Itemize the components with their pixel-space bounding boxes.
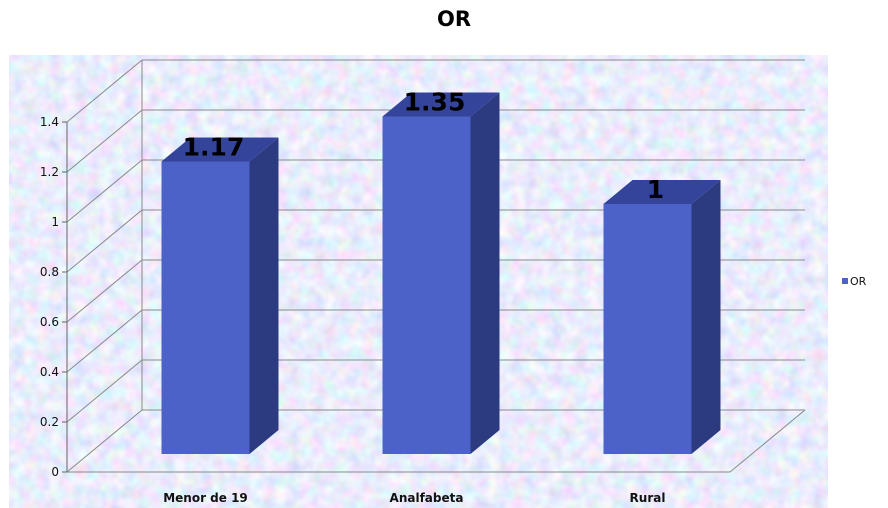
floor-right-edge [729,409,806,473]
data-label: 1.17 [183,133,245,162]
bar-front [382,116,471,454]
bar-front [603,204,692,454]
gridline-diagonal [66,159,143,223]
bar-side [691,180,721,454]
bar-top [161,137,279,162]
category-label: Analfabeta [390,491,464,505]
gridline-diagonal [66,59,143,123]
category-label: Menor de 19 [163,491,248,505]
bar-front [161,161,250,454]
y-tick-label: 0.2 [40,415,59,429]
bar-top [382,92,500,117]
legend: OR [842,275,867,288]
bar-side [249,137,279,454]
gridline-diagonal [66,309,143,373]
y-tick-label: 0.6 [40,315,59,329]
chart-title: OR [437,7,471,31]
bar [161,137,279,454]
gridline-diagonal [66,209,143,273]
bar [382,92,500,454]
y-axis: 0 0.2 0.4 0.6 0.8 1 1.2 1.4 [40,115,68,479]
y-tick-label: 0 [51,465,59,479]
gridline-diagonal [66,109,143,173]
gridline-diagonal [66,259,143,323]
legend-label: OR [850,275,867,288]
category-labels: Menor de 19 Analfabeta Rural [163,491,665,505]
data-label: 1.35 [404,88,466,117]
category-label: Rural [630,491,666,505]
bar-top [603,180,721,204]
y-tick-label: 1.2 [40,165,59,179]
bar [603,180,721,454]
legend-swatch [842,278,848,284]
gridline-diagonal [66,409,143,473]
y-tick-label: 0.4 [40,365,59,379]
y-tick-label: 1.4 [40,115,59,129]
bar-side [470,92,500,454]
gridline-diagonal [66,359,143,423]
y-tick-label: 1 [51,215,59,229]
y-tick-label: 0.8 [40,265,59,279]
data-label: 1 [647,175,664,204]
bars: 1.17 1.35 1 [161,88,721,454]
